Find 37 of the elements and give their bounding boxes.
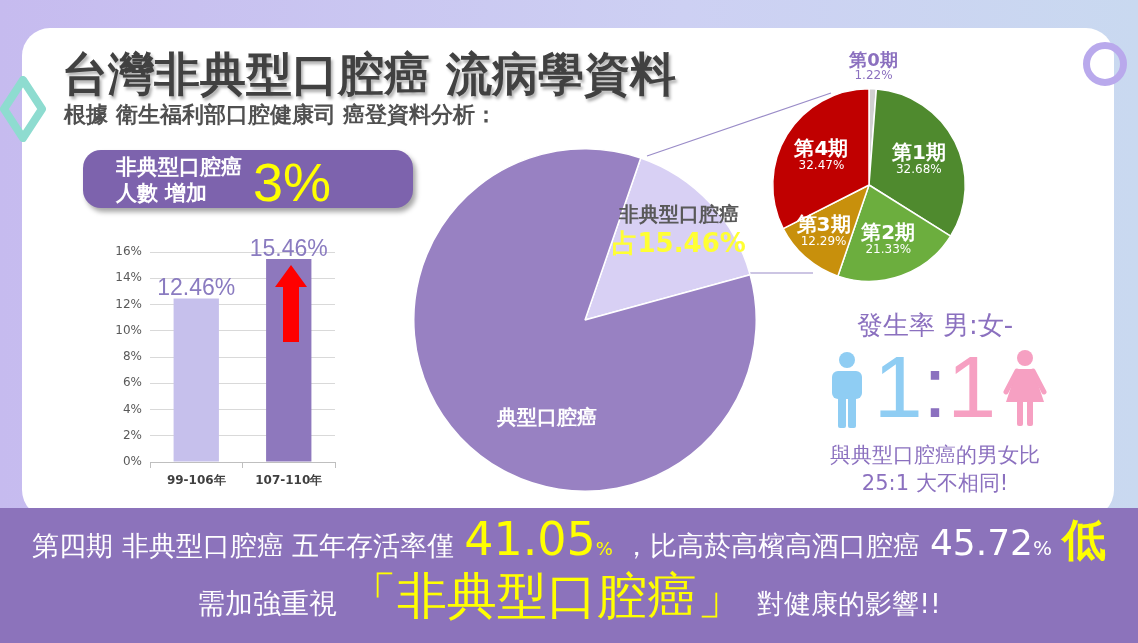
x-tick-label: 107-110年 [255,473,323,488]
text: 第四期 非典型口腔癌 五年存活率僅 [31,530,455,562]
chart-title: 非典型口腔癌人數 增加 [116,154,243,206]
text: 45.72% [929,522,1053,564]
data-label: 12.29% [800,234,847,249]
data-label: 21.33% [865,241,912,256]
slice-label: 典型口腔癌 [496,405,598,430]
y-tick-label: 0% [122,454,142,469]
data-label: 占15.46% [611,227,746,258]
y-tick-label: 6% [122,375,142,390]
data-label: 32.47% [798,157,845,172]
text: 台灣非典型口腔癌 流病學資料 [62,46,677,102]
text: 「非典型口腔癌」 [347,567,748,626]
slice-label: 非典型口腔癌 [617,202,739,227]
slice-label: 第2期 [860,219,916,244]
y-tick-label: 2% [122,427,142,442]
slice-label: 第0期 [848,48,898,70]
text: 低 [1062,514,1107,566]
text: ，比高菸高檳高酒口腔癌 [622,530,920,562]
y-tick-label: 8% [122,349,142,364]
y-tick-label: 12% [115,296,142,311]
text: 對健康的影響!! [757,588,941,620]
slice-label: 第4期 [793,135,849,160]
text: 3% [253,152,332,212]
y-tick-label: 10% [115,322,142,337]
y-tick-label: 14% [115,270,142,285]
data-label: 15.46% [249,235,328,262]
x-tick-label: 99-106年 [166,473,226,488]
slice-label: 第3期 [795,212,851,237]
y-tick-label: 4% [122,401,142,416]
text: 41.05% [464,512,613,566]
y-tick-label: 16% [115,244,142,259]
data-label: 1.22% [854,67,893,82]
text: 根據 衛生福利部口腔健康司 癌登資料分析： [64,101,498,129]
data-label: 12.46% [157,274,236,301]
text: 需加強重視 [197,587,338,621]
text: 與典型口腔癌的男女比 25:1 大不相同! [829,442,1041,497]
